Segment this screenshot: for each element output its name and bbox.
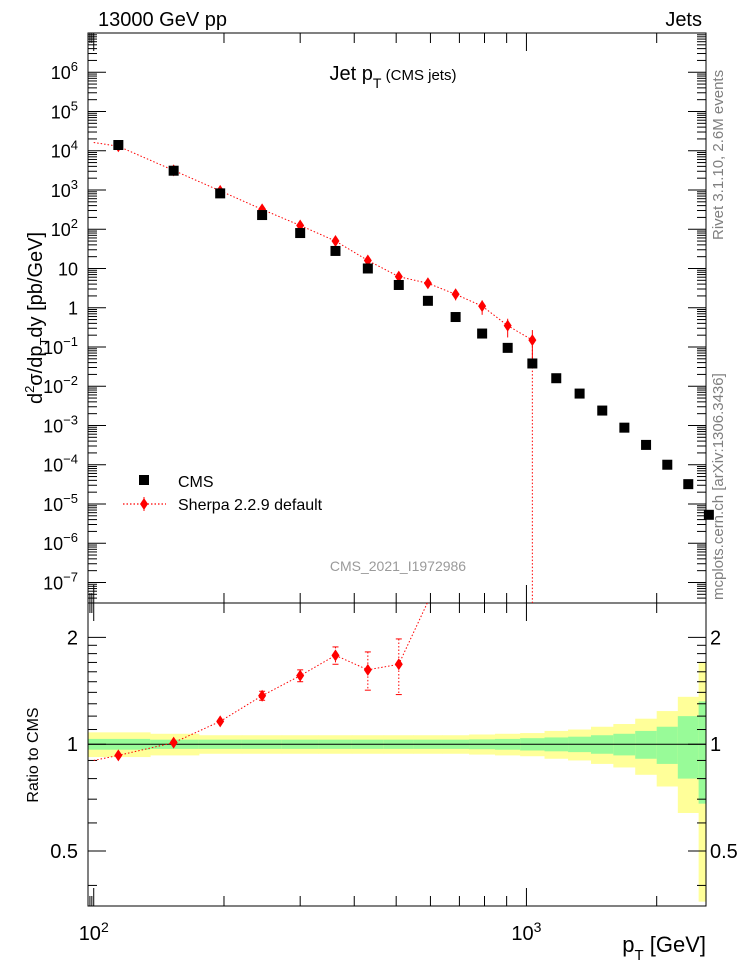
- cms-point: [574, 388, 585, 399]
- ratio-sherpa-line: [93, 602, 428, 761]
- sherpa-point: [394, 270, 403, 283]
- ratio-sherpa-point: [169, 736, 178, 749]
- legend: CMS Sherpa 2.2.9 default: [123, 474, 323, 514]
- y-tick-label: 106: [51, 59, 78, 83]
- ratio-series-layer: [93, 602, 428, 762]
- ratio-y-tick-label-left: 1: [67, 734, 78, 756]
- analysis-id: CMS_2021_I1972986: [330, 558, 466, 574]
- sherpa-point: [423, 277, 432, 290]
- y-tick-label: 104: [51, 138, 78, 162]
- legend-label-sherpa: Sherpa 2.2.9 default: [178, 497, 323, 514]
- y-tick-label: 10−3: [43, 412, 78, 436]
- ratio-sherpa-point: [394, 658, 403, 671]
- side-label-bottom: mcplots.cern.ch [arXiv:1306.3436]: [710, 373, 727, 600]
- y-tick-label: 10−7: [43, 569, 78, 593]
- cms-point: [257, 210, 268, 221]
- sherpa-point: [503, 319, 512, 332]
- header-right: Jets: [665, 9, 702, 31]
- cms-point: [168, 165, 179, 176]
- cms-point: [641, 439, 652, 450]
- cms-point: [477, 328, 488, 339]
- cms-point: [619, 422, 630, 433]
- band-inner-segment: [698, 701, 707, 804]
- cms-point: [362, 263, 373, 274]
- ratio-axis-ticks: [87, 603, 706, 906]
- cms-point: [215, 188, 226, 199]
- main-series-layer: [93, 140, 714, 603]
- header-left: 13000 GeV pp: [98, 9, 227, 31]
- legend-marker-cms: [139, 475, 149, 485]
- band-inner-segment: [656, 726, 679, 764]
- band-inner-segment: [677, 716, 700, 779]
- cms-point: [393, 279, 404, 290]
- y-tick-label: 105: [51, 98, 78, 122]
- y-tick-label: 10−1: [43, 334, 78, 358]
- main-plot-frame: [87, 32, 707, 604]
- y-tick-label: 103: [51, 177, 78, 201]
- ratio-sherpa-point: [363, 663, 372, 676]
- legend-marker-sherpa: [140, 498, 148, 510]
- cms-point: [113, 140, 124, 151]
- legend-label-cms: CMS: [178, 474, 214, 491]
- ratio-plot-frame: [87, 602, 707, 907]
- ratio-sherpa-point: [296, 669, 305, 682]
- chart-title: Jet pT (CMS jets): [330, 63, 457, 91]
- ratio-y-tick-label-right: 0.5: [710, 841, 738, 863]
- cms-point: [450, 312, 461, 323]
- cms-point: [662, 459, 673, 470]
- y-tick-label: 10: [58, 259, 78, 279]
- ratio-y-tick-label-left: 0.5: [50, 841, 78, 863]
- ratio-y-axis-title: Ratio to CMS: [25, 707, 42, 802]
- cms-point: [422, 295, 433, 306]
- ratio-sherpa-point: [114, 749, 123, 762]
- ratio-y-tick-label-right: 1: [710, 734, 721, 756]
- x-axis-title: pT [GeV]: [622, 932, 706, 964]
- cms-point: [551, 373, 562, 384]
- cms-point: [527, 358, 538, 369]
- ratio-tick-labels: 0.5 0.5 1 1 2 2 102 103: [50, 627, 738, 945]
- x-tick-label: 102: [79, 919, 109, 945]
- sherpa-point: [478, 300, 487, 313]
- y-tick-label: 1: [68, 299, 78, 319]
- cms-point: [502, 342, 513, 353]
- ratio-uncertainty-band: [88, 662, 707, 902]
- sherpa-point: [528, 334, 537, 347]
- cms-point: [597, 405, 608, 416]
- cms-point: [683, 479, 694, 490]
- main-axis-ticks: [87, 33, 706, 604]
- y-tick-label: 10−2: [43, 373, 78, 397]
- side-label-top: Rivet 3.1.10, 2.6M events: [710, 70, 727, 240]
- band-inner-segment: [635, 730, 658, 759]
- x-tick-label: 103: [511, 919, 541, 945]
- sherpa-point: [363, 254, 372, 267]
- ratio-sherpa-point: [258, 689, 267, 702]
- ratio-y-tick-label-left: 2: [67, 627, 78, 649]
- y-tick-label: 102: [51, 216, 78, 240]
- cms-point: [330, 245, 341, 256]
- ratio-y-tick-label-right: 2: [710, 627, 721, 649]
- cms-point: [295, 228, 306, 239]
- sherpa-point: [331, 235, 340, 248]
- y-tick-label: 10−5: [43, 491, 78, 515]
- main-y-tick-labels: 10−7 10−6 10−5 10−4 10−3 10−2 10−1 1 10 102 103 104…: [43, 59, 78, 593]
- y-tick-label: 10−6: [43, 530, 78, 554]
- y-tick-label: 10−4: [43, 452, 78, 476]
- ratio-sherpa-point: [331, 649, 340, 662]
- cms-point: [703, 509, 714, 520]
- sherpa-line: [93, 141, 533, 603]
- ratio-sherpa-point: [216, 715, 225, 728]
- sherpa-point: [451, 288, 460, 301]
